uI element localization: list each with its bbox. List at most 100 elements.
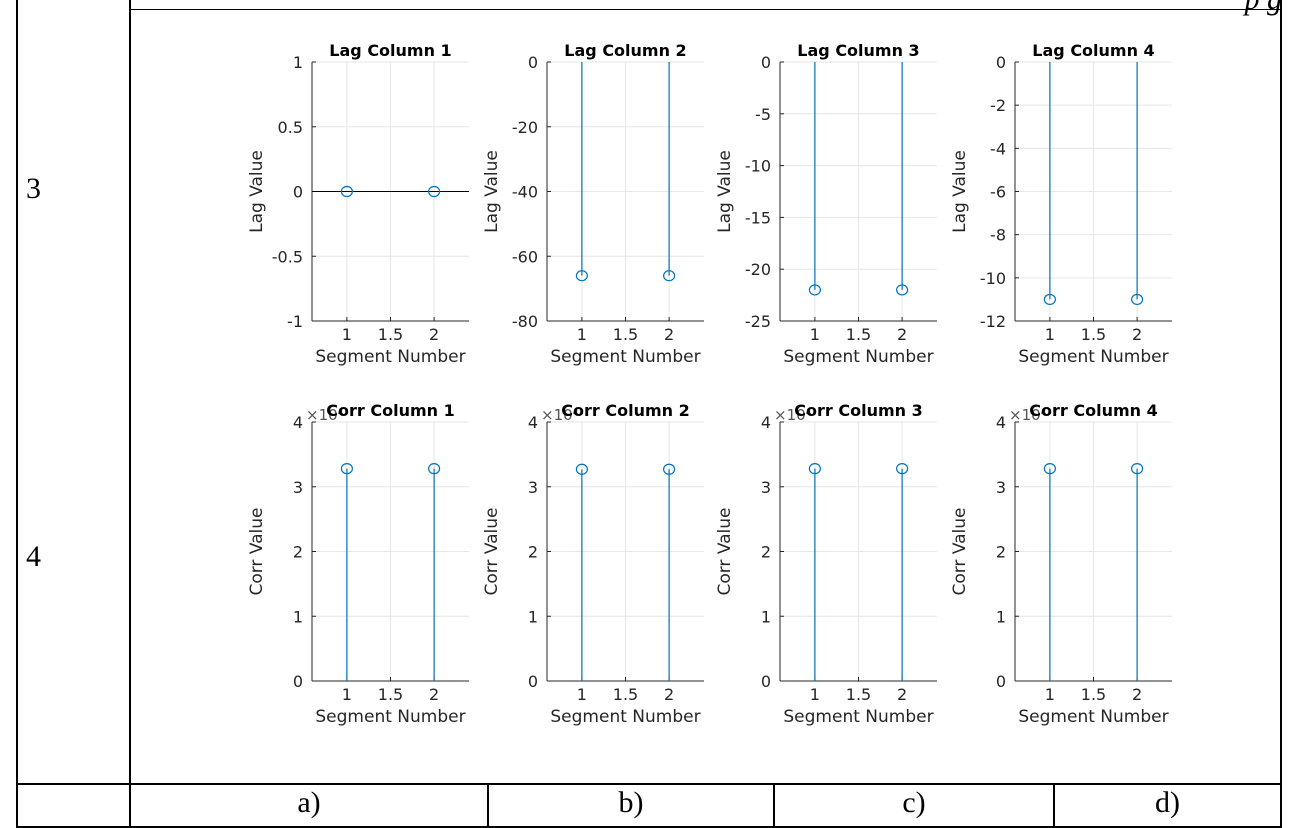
chart-2-x-tick-label-1: 1.5	[613, 325, 638, 344]
chart-5-y-label: Corr Value	[247, 507, 267, 595]
chart-8-y-tick-label-3: 3	[996, 478, 1006, 497]
chart-8-y-tick-label-4: 4	[996, 413, 1006, 432]
chart-1-y-tick-label-3: 0.5	[278, 118, 303, 137]
column-caption-b: b)	[618, 786, 644, 819]
chart-3-marker-0	[808, 284, 821, 296]
chart-8-title: Corr Column 4	[1029, 401, 1157, 420]
chart-8-y-tick-label-1: 1	[996, 607, 1006, 626]
chart-6-marker-0	[575, 463, 588, 475]
chart-3-y-label: Lag Value	[715, 150, 735, 233]
chart-3-x-tick-label-2: 2	[897, 325, 907, 344]
chart-7-y-tick-label-4: 4	[761, 413, 771, 432]
chart-8-axis-multiplier: ×10⁴	[1009, 406, 1047, 424]
chart-6-marker-1	[663, 463, 676, 475]
chart-3-y-tick-label-1: -20	[745, 260, 771, 279]
chart-1-x-tick-label-0: 1	[342, 325, 352, 344]
chart-4-x-tick-label-2: 2	[1132, 325, 1142, 344]
chart-5-marker-1	[428, 463, 441, 475]
chart-5-title: Corr Column 1	[326, 401, 454, 420]
chart-6-title: Corr Column 2	[561, 401, 689, 420]
chart-1-y-tick-label-1: -0.5	[272, 247, 303, 266]
column-caption-a: a)	[297, 786, 321, 819]
chart-5-x-tick-label-0: 1	[342, 685, 352, 704]
table-top-border	[130, 9, 1282, 10]
chart-2-marker-0	[575, 270, 588, 282]
chart-7-y-tick-label-0: 0	[761, 672, 771, 691]
chart-4-y-tick-label-2: -8	[990, 226, 1006, 245]
chart-2-y-tick-label-4: 0	[528, 53, 538, 72]
column-caption-c: c)	[902, 786, 926, 819]
chart-7-marker-0	[808, 463, 821, 475]
chart-8-y-label: Corr Value	[950, 507, 970, 595]
chart-5-y-tick-label-4: 4	[293, 413, 303, 432]
chart-1-title: Lag Column 1	[329, 41, 451, 60]
chart-4-y-tick-label-4: -4	[990, 139, 1006, 158]
chart-8-x-label: Segment Number	[1018, 707, 1168, 727]
chart-1-y-tick-label-2: 0	[293, 183, 303, 202]
chart-3-title: Lag Column 3	[797, 41, 919, 60]
column-caption-d: d)	[1155, 786, 1180, 819]
chart-4-y-tick-label-1: -10	[980, 269, 1006, 288]
chart-2-y-tick-label-1: -60	[512, 247, 538, 266]
chart-8-x-tick-label-1: 1.5	[1081, 685, 1106, 704]
chart-1-x-tick-label-1: 1.5	[378, 325, 403, 344]
chart-8-y-tick-label-2: 2	[996, 543, 1006, 562]
chart-3-y-tick-label-3: -10	[745, 157, 771, 176]
chart-8-marker-0	[1043, 463, 1056, 475]
chart-4-y-tick-label-3: -6	[990, 183, 1006, 202]
chart-5-y-tick-label-3: 3	[293, 478, 303, 497]
chart-3-x-tick-label-0: 1	[810, 325, 820, 344]
chart-7-x-label: Segment Number	[783, 707, 933, 727]
chart-2-y-tick-label-3: -20	[512, 118, 538, 137]
chart-3-y-tick-label-4: -5	[755, 105, 771, 124]
row-label-4: 4	[26, 540, 41, 573]
chart-4-y-label: Lag Value	[950, 150, 970, 233]
chart-2-y-tick-label-2: -40	[512, 183, 538, 202]
chart-7-title: Corr Column 3	[794, 401, 922, 420]
chart-3-y-tick-label-5: 0	[761, 53, 771, 72]
chart-3-marker-1	[896, 284, 909, 296]
chart-8-x-tick-label-0: 1	[1045, 685, 1055, 704]
chart-5-axis-multiplier: ×10⁴	[306, 406, 344, 424]
chart-4-title: Lag Column 4	[1032, 41, 1154, 60]
chart-3-x-tick-label-1: 1.5	[846, 325, 871, 344]
chart-4-y-tick-label-5: -2	[990, 96, 1006, 115]
chart-6-x-tick-label-1: 1.5	[613, 685, 638, 704]
chart-1-marker-1	[428, 185, 441, 198]
chart-4-marker-1	[1131, 293, 1144, 306]
caption-divider-ab	[487, 783, 489, 828]
chart-7-x-tick-label-1: 1.5	[846, 685, 871, 704]
chart-4-y-tick-label-6: 0	[996, 53, 1006, 72]
chart-3-y-tick-label-0: -25	[745, 312, 771, 331]
chart-6-y-tick-label-3: 3	[528, 478, 538, 497]
chart-1-y-tick-label-0: -1	[287, 312, 303, 331]
chart-2-y-label: Lag Value	[482, 150, 502, 233]
table-label-column-divider	[129, 0, 131, 828]
chart-5-y-tick-label-2: 2	[293, 543, 303, 562]
chart-7-y-tick-label-3: 3	[761, 478, 771, 497]
chart-3-y-tick-label-2: -15	[745, 208, 771, 227]
caption-divider-cd	[1053, 783, 1055, 828]
table-right-border	[1280, 0, 1282, 828]
chart-2-x-tick-label-2: 2	[664, 325, 674, 344]
chart-1-marker-0	[340, 185, 353, 198]
chart-7-x-tick-label-2: 2	[897, 685, 907, 704]
chart-6-y-tick-label-2: 2	[528, 543, 538, 562]
caption-divider-bc	[773, 783, 775, 828]
chart-7-y-tick-label-1: 1	[761, 607, 771, 626]
chart-2-x-tick-label-0: 1	[577, 325, 587, 344]
table-left-border	[16, 0, 18, 828]
chart-8-marker-1	[1131, 463, 1144, 475]
chart-4-x-tick-label-1: 1.5	[1081, 325, 1106, 344]
chart-6-x-tick-label-0: 1	[577, 685, 587, 704]
chart-7-marker-1	[896, 463, 909, 475]
chart-2-y-tick-label-0: -80	[512, 312, 538, 331]
chart-1-y-label: Lag Value	[247, 150, 267, 233]
chart-4-x-tick-label-0: 1	[1045, 325, 1055, 344]
table-row-divider	[16, 783, 1282, 785]
chart-5-y-tick-label-0: 0	[293, 672, 303, 691]
chart-7-y-tick-label-2: 2	[761, 543, 771, 562]
chart-6-y-tick-label-4: 4	[528, 413, 538, 432]
chart-5-y-tick-label-1: 1	[293, 607, 303, 626]
